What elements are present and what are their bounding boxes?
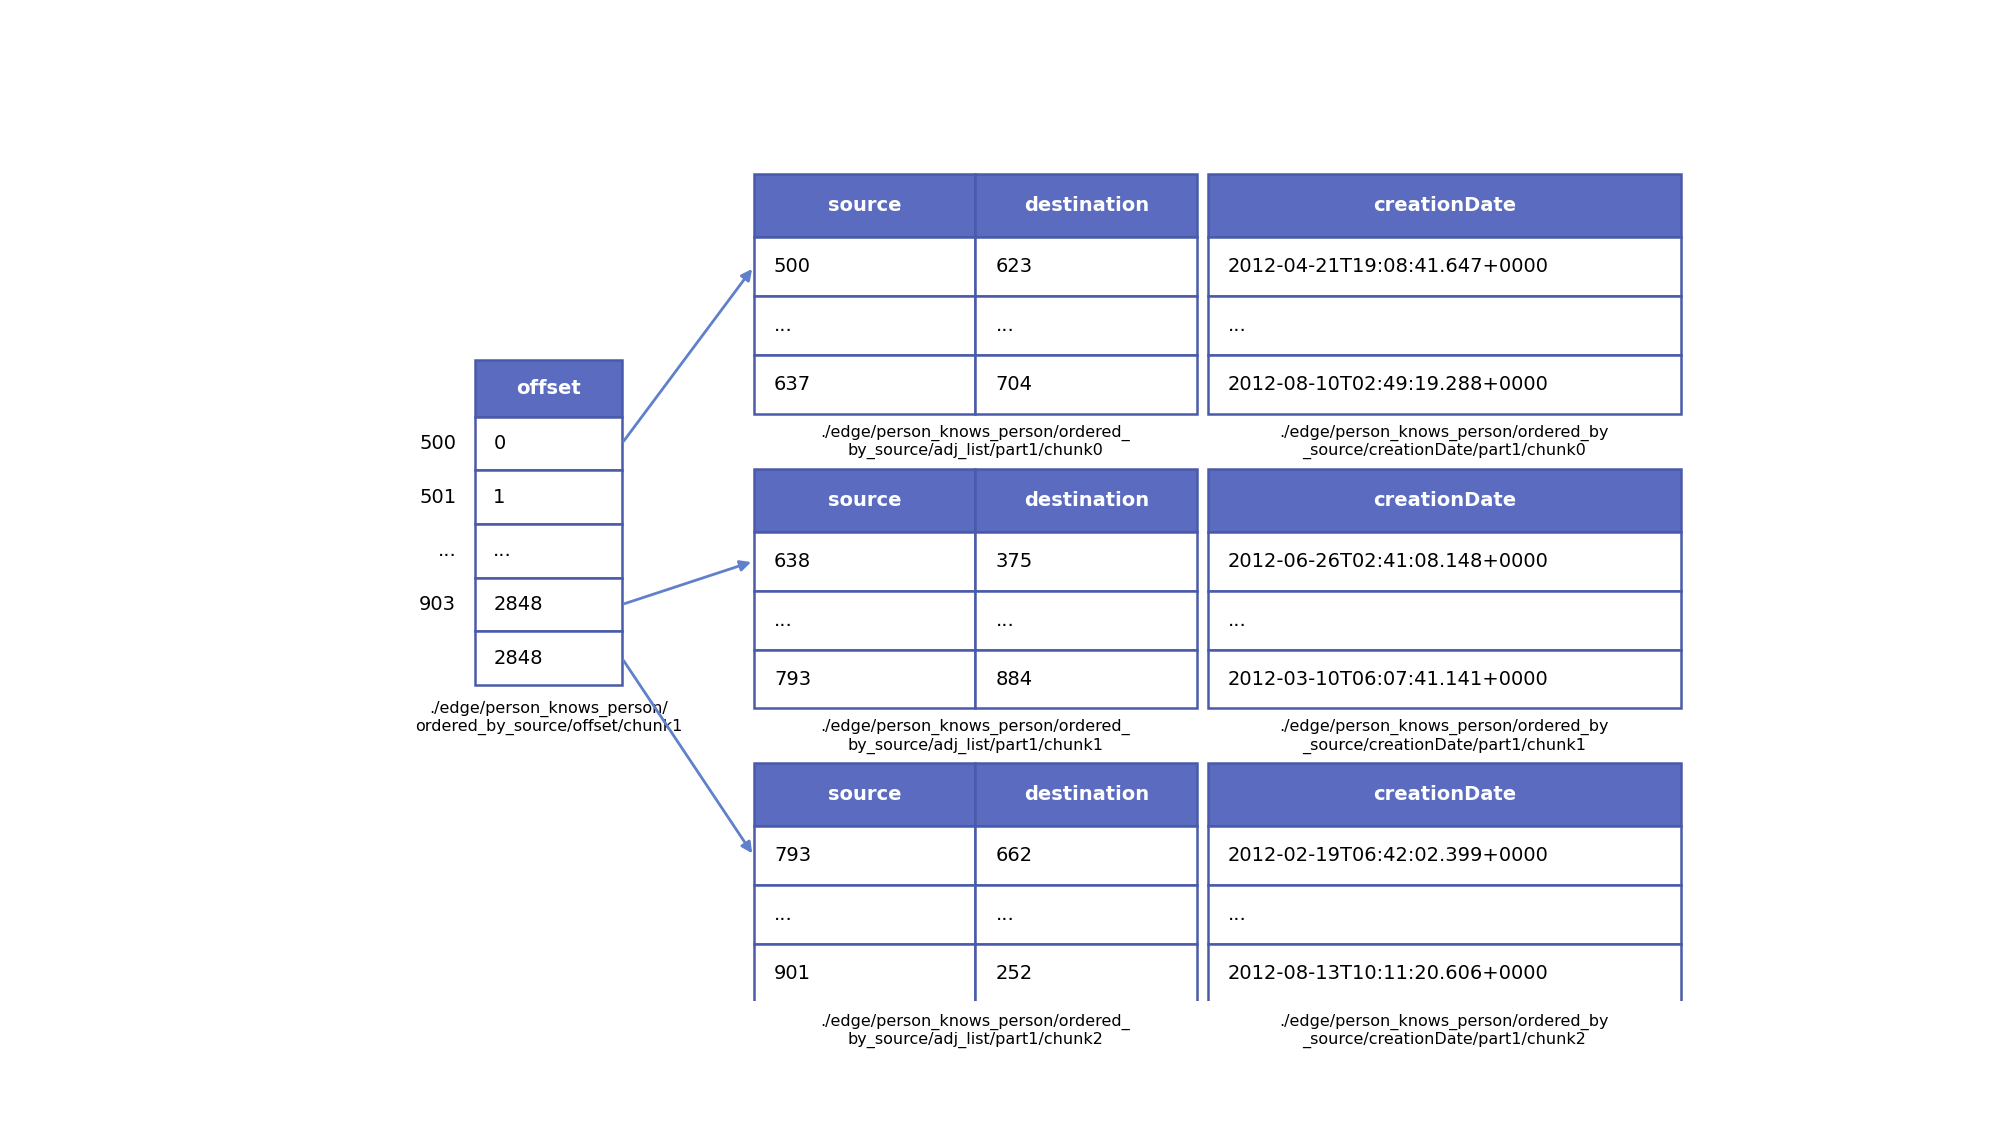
Bar [1208, 591, 1680, 649]
Text: 0: 0 [494, 434, 506, 453]
Text: ...: ... [1228, 611, 1246, 630]
Text: ...: ... [996, 316, 1014, 335]
Bar [754, 944, 976, 1004]
Bar [474, 631, 622, 685]
Bar [754, 296, 976, 356]
Text: 501: 501 [420, 487, 456, 506]
Bar [1208, 296, 1680, 356]
Text: 638: 638 [774, 551, 812, 570]
Text: ...: ... [774, 316, 792, 335]
Text: 375: 375 [996, 551, 1032, 570]
Text: 500: 500 [420, 434, 456, 453]
Text: 252: 252 [996, 964, 1032, 983]
Text: 793: 793 [774, 669, 812, 688]
Bar [474, 360, 622, 416]
Text: 793: 793 [774, 846, 812, 865]
Text: ./edge/person_knows_person/ordered_
by_source/adj_list/part1/chunk1: ./edge/person_knows_person/ordered_ by_s… [820, 719, 1130, 754]
Text: 637: 637 [774, 375, 812, 394]
Text: 662: 662 [996, 846, 1032, 865]
Text: destination: destination [1024, 785, 1148, 804]
Text: 884: 884 [996, 669, 1032, 688]
Text: 901: 901 [774, 964, 810, 983]
Bar [754, 885, 976, 944]
Bar [976, 591, 1198, 649]
Text: ./edge/person_knows_person/ordered_
by_source/adj_list/part1/chunk0: ./edge/person_knows_person/ordered_ by_s… [820, 424, 1130, 459]
Bar [1208, 174, 1680, 237]
Text: 2012-08-13T10:11:20.606+0000: 2012-08-13T10:11:20.606+0000 [1228, 964, 1548, 983]
Text: 704: 704 [996, 375, 1032, 394]
Bar [754, 237, 976, 296]
Bar [976, 885, 1198, 944]
Bar [754, 763, 976, 826]
Text: ...: ... [996, 906, 1014, 924]
Bar [976, 763, 1198, 826]
Text: ./edge/person_knows_person/ordered_by
_source/creationDate/part1/chunk0: ./edge/person_knows_person/ordered_by _s… [1280, 424, 1610, 459]
Text: ...: ... [774, 611, 792, 630]
Text: creationDate: creationDate [1372, 196, 1516, 215]
Text: 500: 500 [774, 258, 810, 276]
Text: creationDate: creationDate [1372, 490, 1516, 510]
Text: ...: ... [494, 541, 512, 560]
Bar [474, 470, 622, 524]
Bar [474, 524, 622, 577]
Text: 2848: 2848 [494, 595, 542, 614]
Bar [754, 468, 976, 532]
Bar [474, 577, 622, 631]
Bar [1208, 826, 1680, 885]
Text: ...: ... [1228, 316, 1246, 335]
Bar [754, 649, 976, 709]
Bar [1208, 763, 1680, 826]
Text: 1: 1 [494, 487, 506, 506]
Bar [754, 174, 976, 237]
Bar [474, 416, 622, 470]
Text: offset: offset [516, 379, 580, 398]
Text: source: source [828, 196, 902, 215]
Bar [976, 356, 1198, 414]
Bar [1208, 649, 1680, 709]
Text: ...: ... [996, 611, 1014, 630]
Text: 2012-06-26T02:41:08.148+0000: 2012-06-26T02:41:08.148+0000 [1228, 551, 1548, 570]
Bar [754, 591, 976, 649]
Text: ./edge/person_knows_person/ordered_
by_source/adj_list/part1/chunk2: ./edge/person_knows_person/ordered_ by_s… [820, 1014, 1130, 1048]
Bar [976, 174, 1198, 237]
Bar [976, 237, 1198, 296]
Text: 903: 903 [420, 595, 456, 614]
Text: 2012-02-19T06:42:02.399+0000: 2012-02-19T06:42:02.399+0000 [1228, 846, 1548, 865]
Bar [1208, 237, 1680, 296]
Bar [976, 468, 1198, 532]
Bar [754, 532, 976, 591]
Bar [754, 356, 976, 414]
Bar [1208, 468, 1680, 532]
Bar [754, 826, 976, 885]
Bar [976, 649, 1198, 709]
Bar [1208, 532, 1680, 591]
Text: 623: 623 [996, 258, 1032, 276]
Bar [1208, 885, 1680, 944]
Text: 2012-08-10T02:49:19.288+0000: 2012-08-10T02:49:19.288+0000 [1228, 375, 1548, 394]
Bar [1208, 944, 1680, 1004]
Text: ./edge/person_knows_person/
ordered_by_source/offset/chunk1: ./edge/person_knows_person/ ordered_by_s… [414, 701, 682, 736]
Bar [976, 826, 1198, 885]
Bar [976, 944, 1198, 1004]
Bar [976, 532, 1198, 591]
Text: source: source [828, 490, 902, 510]
Text: 2848: 2848 [494, 649, 542, 668]
Text: 2012-04-21T19:08:41.647+0000: 2012-04-21T19:08:41.647+0000 [1228, 258, 1550, 276]
Bar [976, 296, 1198, 356]
Text: ...: ... [774, 906, 792, 924]
Text: creationDate: creationDate [1372, 785, 1516, 804]
Bar [1208, 356, 1680, 414]
Text: source: source [828, 785, 902, 804]
Text: destination: destination [1024, 490, 1148, 510]
Text: 2012-03-10T06:07:41.141+0000: 2012-03-10T06:07:41.141+0000 [1228, 669, 1548, 688]
Text: ...: ... [1228, 906, 1246, 924]
Text: ./edge/person_knows_person/ordered_by
_source/creationDate/part1/chunk2: ./edge/person_knows_person/ordered_by _s… [1280, 1014, 1610, 1048]
Text: ./edge/person_knows_person/ordered_by
_source/creationDate/part1/chunk1: ./edge/person_knows_person/ordered_by _s… [1280, 719, 1610, 754]
Text: destination: destination [1024, 196, 1148, 215]
Text: ...: ... [438, 541, 456, 560]
